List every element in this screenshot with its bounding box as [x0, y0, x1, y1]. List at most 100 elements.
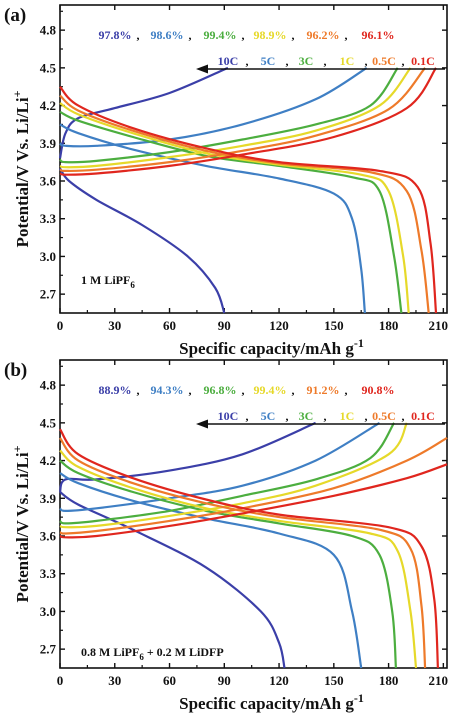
rate-arrow-head — [196, 64, 208, 74]
y-tick-label: 2.7 — [40, 287, 57, 302]
plot-frame — [59, 359, 448, 669]
x-tick-label: 60 — [163, 673, 176, 688]
rate-separator: , — [365, 54, 368, 68]
x-tick-label: 180 — [379, 318, 399, 333]
series-1C-discharge-line — [59, 102, 410, 314]
efficiency-separator: , — [345, 383, 348, 397]
y-tick-label: 3.9 — [40, 491, 57, 506]
panel-a: 0 30 60 90 120 150 180 210 2.7 3.0 3.3 3.6 3.9 4.2 4.5… — [4, 4, 449, 358]
rate-separator: , — [324, 409, 327, 423]
efficiency-label: 97.8% — [99, 28, 132, 42]
series-0.1C-discharge-line — [59, 428, 439, 669]
series-3C-charge-line — [59, 67, 399, 164]
y-axis-label: Potential/V Vs. Li/Li+ — [10, 445, 32, 602]
x-tick-label: 30 — [108, 673, 121, 688]
y-axis-label: Potential/V Vs. Li/Li+ — [10, 90, 32, 247]
series-0.1C-charge-line — [59, 67, 437, 176]
series-1C-discharge-line — [59, 449, 418, 669]
efficiency-label: 99.4% — [254, 383, 287, 397]
series-10C-discharge-line — [59, 167, 226, 314]
y-tick-label: 4.8 — [40, 378, 57, 393]
efficiency-label: 88.9% — [99, 383, 132, 397]
efficiency-separator: , — [137, 383, 140, 397]
efficiency-label: 98.9% — [254, 28, 287, 42]
efficiency-separator: , — [189, 383, 192, 397]
series-10C-discharge-line — [59, 491, 286, 669]
x-tick-label: 210 — [429, 673, 449, 688]
y-tick-label: 3.6 — [40, 174, 57, 189]
x-axis-label: Specific capacity/mAh g-1 — [179, 691, 364, 713]
rate-separator: , — [402, 409, 405, 423]
rate-separator: , — [324, 54, 327, 68]
panel-label: (b) — [4, 360, 27, 381]
series-3C-discharge-line — [59, 110, 403, 314]
y-tick-label: 4.5 — [40, 60, 57, 75]
y-tick-label: 2.7 — [40, 642, 57, 657]
series-10C-charge-line — [58, 421, 317, 493]
rate-separator: , — [246, 409, 249, 423]
x-tick-label: 0 — [57, 318, 64, 333]
x-tick-label: 210 — [429, 318, 449, 333]
y-tick-label: 3.3 — [40, 566, 57, 581]
y-tick-label: 3.9 — [40, 136, 57, 151]
series-0.5C-charge-line — [59, 67, 426, 173]
efficiency-label: 96.1% — [362, 28, 395, 42]
rate-label: 0.5C — [372, 409, 396, 423]
x-tick-label: 180 — [379, 673, 399, 688]
rate-label: 1C — [340, 409, 355, 423]
rate-arrow-head — [196, 419, 208, 429]
plot-frame — [59, 4, 448, 314]
y-tick-label: 4.2 — [40, 98, 56, 113]
series-0.5C-charge-line — [59, 436, 448, 535]
efficiency-label: 98.6% — [151, 28, 184, 42]
y-tick-label: 4.5 — [40, 415, 57, 430]
y-tick-label: 3.6 — [40, 529, 57, 544]
series-5C-discharge-line — [59, 472, 363, 669]
x-tick-label: 150 — [324, 318, 344, 333]
rate-label: 3C — [299, 54, 314, 68]
y-tick-label: 3.3 — [40, 211, 57, 226]
y-tick-label: 4.8 — [40, 23, 57, 38]
x-tick-label: 60 — [163, 318, 176, 333]
efficiency-label: 90.8% — [362, 383, 395, 397]
rate-label: 0.1C — [411, 409, 435, 423]
x-tick-label: 120 — [269, 673, 289, 688]
rate-label: 10C — [218, 54, 239, 68]
efficiency-label: 96.2% — [307, 28, 340, 42]
rate-separator: , — [286, 409, 289, 423]
efficiency-separator: , — [292, 383, 295, 397]
x-tick-label: 30 — [108, 318, 121, 333]
efficiency-separator: , — [137, 28, 140, 42]
rate-label: 0.5C — [372, 54, 396, 68]
series-0.1C-charge-line — [59, 463, 448, 539]
x-tick-label: 90 — [218, 673, 231, 688]
efficiency-separator: , — [292, 28, 295, 42]
rate-separator: , — [286, 54, 289, 68]
rate-separator: , — [246, 54, 249, 68]
panel-label: (a) — [4, 5, 26, 26]
x-tick-label: 150 — [324, 673, 344, 688]
y-tick-label: 4.2 — [40, 453, 56, 468]
x-axis-label: Specific capacity/mAh g-1 — [179, 336, 364, 358]
efficiency-separator: , — [242, 28, 245, 42]
x-tick-label: 120 — [269, 318, 289, 333]
y-tick-label: 3.0 — [40, 604, 56, 619]
y-tick-label: 3.0 — [40, 249, 56, 264]
electrolyte-label: 1 M LiPF6 — [81, 273, 135, 290]
efficiency-separator: , — [189, 28, 192, 42]
series-5C-discharge-line — [59, 123, 366, 314]
rate-separator: , — [365, 409, 368, 423]
efficiency-label: 96.8% — [204, 383, 237, 397]
panel-b: 0 30 60 90 120 150 180 210 2.7 3.0 3.3 3.6 3.9 4.2 4.5… — [4, 359, 449, 713]
x-tick-label: 0 — [57, 673, 64, 688]
efficiency-label: 94.3% — [151, 383, 184, 397]
series-0.5C-discharge-line — [59, 94, 430, 314]
efficiency-label: 99.4% — [204, 28, 237, 42]
series-5C-charge-line — [59, 421, 381, 512]
rate-label: 3C — [299, 409, 314, 423]
efficiency-separator: , — [242, 383, 245, 397]
efficiency-label: 91.2% — [307, 383, 340, 397]
series-3C-discharge-line — [59, 459, 397, 669]
rate-separator: , — [402, 54, 405, 68]
